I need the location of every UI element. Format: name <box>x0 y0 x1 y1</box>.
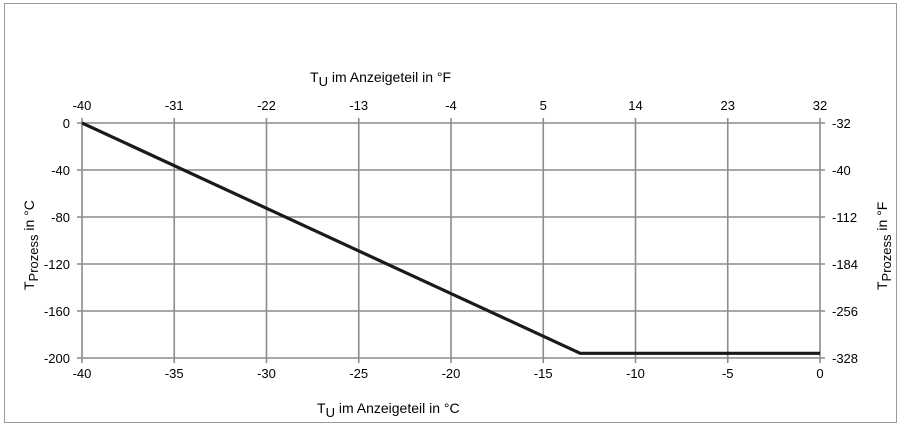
y-right-tick-label: -328 <box>832 351 858 366</box>
y-left-tick-label: -200 <box>44 351 70 366</box>
x-bottom-tick-label: -40 <box>73 366 92 381</box>
y-left-tick-label: -40 <box>51 163 70 178</box>
x-top-tick-label: 23 <box>721 98 735 113</box>
tick-labels: -40 -40 -35 -31 -30 -22 -25 -13 -20 -4 -15 5 -10 14 -5… <box>44 98 858 381</box>
y-right-tick-label: -40 <box>832 163 851 178</box>
grid-lines <box>77 118 825 363</box>
y-left-tick-label: -120 <box>44 257 70 272</box>
y-right-axis-title: TProzess in °F <box>874 202 894 290</box>
x-top-tick-label: -31 <box>165 98 184 113</box>
x-top-tick-label: -13 <box>349 98 368 113</box>
x-bottom-axis-title: TU im Anzeigeteil in °C <box>317 400 460 420</box>
x-top-tick-label: 14 <box>628 98 642 113</box>
x-top-tick-label: -40 <box>73 98 92 113</box>
x-bottom-tick-label: -15 <box>534 366 553 381</box>
x-bottom-tick-label: -35 <box>165 366 184 381</box>
x-top-tick-label: 5 <box>540 98 547 113</box>
y-right-tick-label: -112 <box>832 210 857 225</box>
y-right-tick-label: -184 <box>832 257 858 272</box>
y-right-tick-label: -32 <box>832 116 851 131</box>
x-bottom-tick-label: -5 <box>722 366 734 381</box>
y-left-tick-label: 0 <box>63 116 70 131</box>
x-top-tick-label: 32 <box>813 98 827 113</box>
y-left-axis-title: TProzess in °C <box>21 200 41 290</box>
x-top-axis-title: TU im Anzeigeteil in °F <box>310 69 451 89</box>
x-top-tick-label: -22 <box>257 98 276 113</box>
x-bottom-tick-label: -30 <box>257 366 276 381</box>
series-line <box>81 121 820 355</box>
x-bottom-tick-label: -20 <box>442 366 461 381</box>
x-bottom-tick-label: -10 <box>626 366 645 381</box>
chart-frame <box>4 3 897 423</box>
y-right-tick-label: -256 <box>832 304 858 319</box>
y-left-tick-label: -80 <box>51 210 70 225</box>
series-group <box>81 121 820 355</box>
x-top-tick-label: -4 <box>445 98 457 113</box>
y-left-tick-label: -160 <box>44 304 70 319</box>
x-bottom-tick-label: -25 <box>349 366 368 381</box>
x-bottom-tick-label: 0 <box>816 366 823 381</box>
